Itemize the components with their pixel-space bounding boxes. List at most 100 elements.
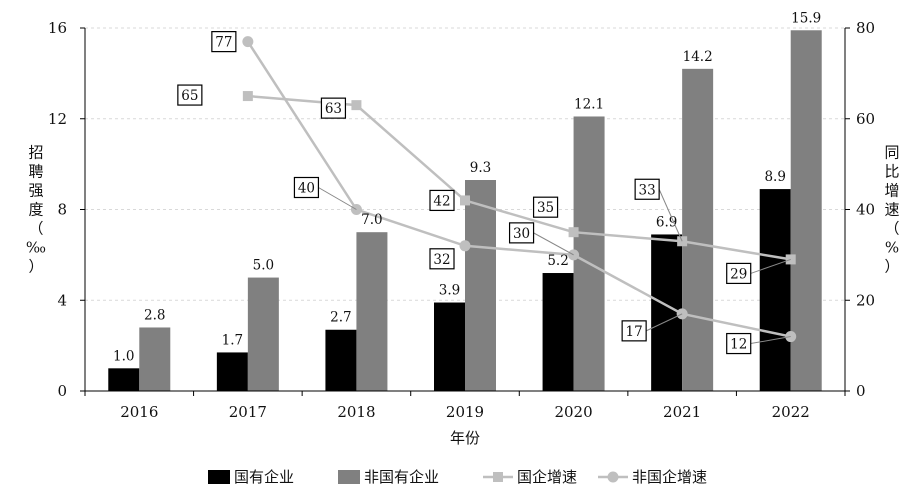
line-value-label: 77	[215, 35, 232, 51]
non-soe-growth-marker	[459, 240, 471, 252]
soe-growth-marker	[460, 195, 470, 206]
line-label-box	[293, 176, 320, 199]
bar-value-label: 5.2	[547, 253, 568, 269]
legend-label: 国有企业	[234, 468, 294, 486]
line-label-box	[429, 248, 455, 270]
bar-soe	[108, 368, 140, 391]
right-axis-title-char: %	[885, 239, 899, 257]
bar-value-label: 1.7	[222, 332, 243, 348]
legend-marker	[493, 472, 503, 482]
line-value-label: 30	[513, 226, 530, 242]
line-label-box	[177, 84, 203, 106]
right-axis-title-char: 速	[884, 201, 899, 219]
right-axis-title-char: （	[884, 220, 899, 238]
x-tick-label: 2019	[446, 403, 484, 421]
line-value-label: 17	[626, 324, 643, 340]
right-axis-title-char: 比	[884, 163, 899, 181]
bar-non-soe	[790, 30, 822, 392]
left-tick-label: 8	[57, 201, 67, 219]
left-tick-label: 4	[57, 291, 67, 309]
label-leader-line	[658, 189, 683, 242]
line-value-label: 29	[730, 266, 747, 282]
line-value-label: 42	[433, 193, 450, 209]
left-axis-title-char: 强	[28, 182, 43, 200]
bar-value-label: 3.9	[439, 283, 460, 299]
bar-soe	[434, 302, 465, 391]
label-leader-line	[533, 232, 574, 256]
bar-soe	[759, 189, 791, 391]
legend-label: 非国有企业	[364, 468, 439, 486]
left-axis-title-char: 度	[28, 201, 43, 219]
line-label-box	[726, 262, 752, 285]
bar-value-label: 7.0	[361, 212, 382, 228]
left-axis-title-char: ‰	[26, 239, 46, 257]
line-label-box	[726, 332, 752, 355]
bar-soe	[325, 329, 357, 391]
bar-value-label: 12.1	[574, 96, 604, 112]
legend-item: 非国有企业	[338, 468, 439, 486]
bar-value-label: 8.9	[764, 169, 785, 185]
line-label-box	[508, 222, 535, 244]
legend-item: 国企增速	[483, 468, 577, 486]
line-value-label: 35	[537, 200, 554, 216]
x-tick-label: 2022	[772, 403, 810, 421]
left-axis-title-char: （	[28, 220, 43, 238]
bar-value-label: 2.8	[144, 307, 165, 323]
legend-item: 非国企增速	[598, 468, 707, 486]
label-leader-line	[645, 313, 683, 332]
line-label-box	[532, 196, 559, 218]
line-label-box	[320, 97, 347, 119]
bar-soe	[216, 352, 248, 391]
label-leader-line	[750, 336, 791, 345]
right-axis-title-char: ）	[884, 258, 899, 276]
line-value-label: 12	[730, 337, 747, 353]
line-label-box	[621, 320, 647, 342]
right-tick-label: 80	[856, 19, 875, 37]
soe-growth-marker	[568, 227, 579, 238]
legend-swatch	[208, 470, 230, 484]
right-tick-label: 60	[856, 110, 875, 128]
line-value-label: 33	[639, 182, 656, 198]
bar-soe	[542, 273, 574, 391]
x-axis-title: 年份	[450, 429, 480, 447]
line-value-label: 65	[181, 88, 198, 104]
axes: 0 4 8 12 16 0 20 40 60 80 2016 2017 2018 2019 2020 2021…	[48, 19, 875, 421]
x-tick-label: 2017	[229, 403, 267, 421]
bar-value-label: 15.9	[791, 10, 821, 26]
left-tick-label: 0	[57, 382, 67, 400]
label-leader-line	[750, 258, 791, 274]
x-tick-label: 2016	[120, 403, 158, 421]
legend-item: 国有企业	[208, 468, 294, 486]
x-tick-label: 2020	[554, 403, 592, 421]
bar-value-label: 14.2	[683, 49, 713, 65]
right-tick-label: 0	[856, 382, 866, 400]
legend-swatch	[338, 470, 360, 484]
bar-non-soe	[356, 232, 388, 391]
left-tick-label: 16	[48, 19, 67, 37]
right-axis-title-char: 同	[884, 144, 899, 162]
right-tick-label: 20	[856, 291, 875, 309]
bar-value-label: 1.0	[113, 348, 134, 364]
left-axis-title-char: ）	[28, 258, 43, 276]
left-axis-title-char: 招	[28, 144, 43, 162]
right-axis-title-char: 增	[884, 182, 899, 200]
legend-label: 非国企增速	[632, 468, 707, 486]
legend-label: 国企增速	[517, 468, 577, 486]
line-value-label: 32	[433, 252, 450, 268]
x-tick-label: 2018	[337, 403, 375, 421]
soe-growth-marker	[242, 91, 253, 102]
bar-non-soe	[247, 277, 279, 391]
left-axis-title-char: 聘	[28, 163, 43, 181]
legend-marker	[607, 471, 619, 483]
x-tick-label: 2021	[663, 403, 701, 421]
bar-non-soe	[139, 327, 171, 391]
left-tick-label: 12	[48, 110, 67, 128]
line-label-box	[429, 189, 455, 212]
legend: 国有企业 非国有企业 国企增速 非国企增速	[208, 468, 707, 486]
data-labels: 1.02.81.75.02.77.03.99.35.212.16.914.28.…	[113, 10, 821, 364]
bar-value-label: 9.3	[470, 160, 491, 176]
